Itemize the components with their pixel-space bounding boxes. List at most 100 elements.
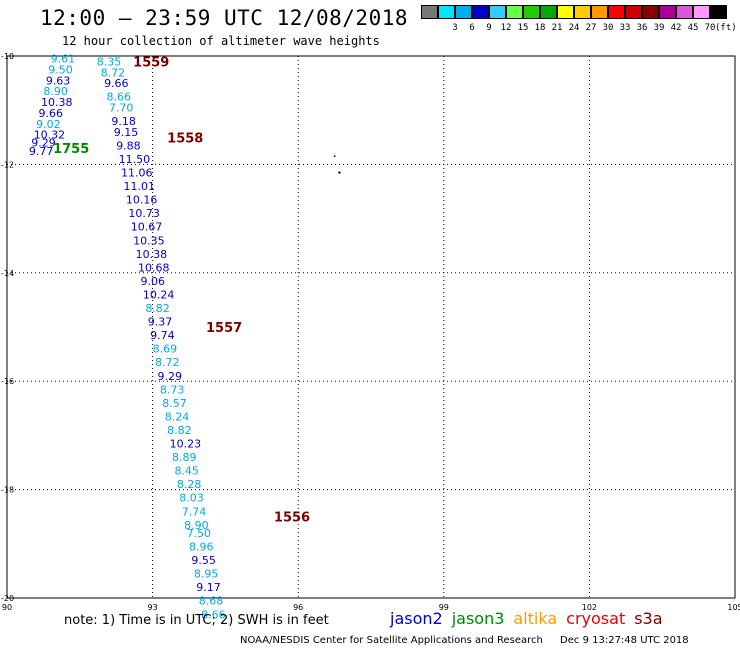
pass-label: 1557: [206, 321, 242, 336]
scale-tick-label: 27: [585, 23, 597, 33]
scale-tick-label: 30: [602, 23, 614, 33]
footer-note: note: 1) Time is in UTC; 2) SWH is in fe…: [64, 613, 329, 628]
pass-label: 1556: [274, 511, 310, 526]
scale-swatch: [642, 5, 659, 19]
map-frame: [6, 55, 736, 599]
scale-tick-label: 15: [517, 23, 529, 33]
lon-tick-label: 102: [582, 603, 597, 612]
wave-height-label: 9.66: [104, 77, 129, 90]
wave-height-label: 8.68: [199, 595, 224, 608]
wave-height-label: 7.70: [109, 101, 134, 114]
wave-height-label: 9.77: [29, 145, 54, 158]
credit-line: NOAA/NESDIS Center for Satellite Applica…: [240, 635, 689, 646]
wave-height-label: 9.37: [148, 316, 173, 329]
wave-height-label: 8.57: [162, 397, 187, 410]
wave-height-label: 8.89: [172, 451, 197, 464]
wave-height-label: 8.66: [106, 91, 131, 104]
lat-tick-label: -12: [1, 160, 14, 169]
wave-height-label: 10.35: [133, 234, 165, 247]
wave-height-label: 8.96: [189, 541, 214, 554]
satellite-legend: jason2 jason3 altika cryosat s3a: [390, 609, 672, 628]
scale-swatch: [421, 5, 438, 19]
scale-swatch: [625, 5, 642, 19]
wave-height-label: 10.16: [126, 194, 158, 207]
wave-height-label: 8.73: [160, 383, 185, 396]
lat-tick-label: -14: [1, 269, 14, 278]
wave-height-label: 11.06: [121, 167, 153, 180]
pass-label: 1755: [53, 142, 89, 157]
scale-tick-label: 9: [486, 23, 492, 33]
wave-height-label: 8.03: [179, 492, 204, 505]
wave-height-label: 9.02: [36, 118, 61, 131]
island-marker: [333, 155, 336, 158]
wave-height-label: 10.38: [136, 248, 168, 261]
scale-tick-label: 6: [469, 23, 475, 33]
wave-height-label: 8.72: [155, 356, 180, 369]
scale-swatch: [659, 5, 676, 19]
scale-tick-label: 39: [653, 23, 665, 33]
wave-height-label: 9.74: [150, 329, 175, 342]
pass-label: 1559: [133, 55, 169, 70]
lon-tick-label: 99: [439, 603, 449, 612]
wave-height-label: 9.88: [116, 139, 141, 152]
wave-height-label: 8.95: [194, 568, 219, 581]
wave-height-label: 9.06: [140, 275, 165, 288]
scale-swatch: [591, 5, 608, 19]
wave-height-label: 8.90: [43, 85, 68, 98]
wave-height-label: 7.50: [187, 527, 212, 540]
legend-s3a: s3a: [634, 609, 663, 628]
wave-height-label: 8.45: [174, 465, 199, 478]
wave-height-label: 8.72: [101, 66, 126, 79]
page-subtitle: 12 hour collection of altimeter wave hei…: [62, 34, 380, 48]
scale-swatch: [540, 5, 557, 19]
wave-height-label: 8.69: [153, 343, 178, 356]
lon-tick-label: 96: [293, 603, 303, 612]
wave-height-label: 10.38: [41, 96, 72, 109]
wave-height-label: 9.63: [46, 74, 71, 87]
scale-tick-label: 18: [534, 23, 546, 33]
wave-height-label: 11.50: [119, 153, 151, 166]
scale-tick-label: 36: [636, 23, 648, 33]
scale-tick-label: 33: [619, 23, 631, 33]
scale-swatch: [523, 5, 540, 19]
scale-swatch: [710, 5, 727, 19]
scale-tick-label: 42: [670, 23, 682, 33]
wave-height-label: 9.29: [157, 370, 182, 383]
wave-height-label: 8.28: [177, 478, 202, 491]
pass-label: 1558: [167, 131, 203, 146]
wave-height-label: 10.23: [170, 438, 202, 451]
lon-tick-label: 93: [148, 603, 158, 612]
wave-height-label: 9.18: [111, 115, 136, 128]
scale-swatch: [557, 5, 574, 19]
lat-tick-label: -10: [1, 52, 14, 61]
scale-unit: (ft): [715, 23, 737, 33]
wave-height-label: 10.24: [143, 288, 175, 301]
scale-swatch: [608, 5, 625, 19]
lat-tick-label: -18: [1, 486, 14, 495]
wave-height-label: 7.74: [182, 505, 207, 518]
wave-height-label: 10.67: [131, 221, 163, 234]
lon-tick-label: 105: [727, 603, 740, 612]
scale-tick-label: 12: [500, 23, 512, 33]
credit-text: NOAA/NESDIS Center for Satellite Applica…: [240, 635, 543, 646]
scale-tick-label: 21: [551, 23, 563, 33]
scale-swatch: [472, 5, 489, 19]
wave-height-label: 9.50: [48, 64, 73, 77]
scale-swatch: [574, 5, 591, 19]
scale-swatch: [438, 5, 455, 19]
scale-swatch: [455, 5, 472, 19]
wave-height-label: 9.66: [39, 107, 64, 120]
wave-height-label: 9.15: [114, 126, 139, 139]
wave-height-label: 8.82: [145, 302, 170, 315]
scale-tick-label: 45: [687, 23, 699, 33]
scale-swatch: [676, 5, 693, 19]
legend-cryosat: cryosat: [566, 609, 626, 628]
wave-height-label: 8.90: [184, 519, 209, 532]
wave-height-label: 9.29: [31, 137, 56, 150]
lon-tick-label: 90: [2, 603, 12, 612]
scale-swatch: [693, 5, 710, 19]
wave-height-label: 8.82: [167, 424, 192, 437]
scale-tick-label: 70: [704, 23, 716, 33]
wave-height-label: 9.61: [51, 53, 76, 66]
